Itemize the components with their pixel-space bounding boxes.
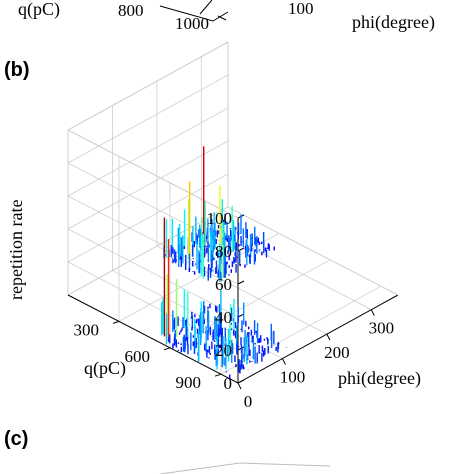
q-tick-mark (214, 373, 222, 377)
z-tick-mark (237, 280, 245, 285)
panel-b-label: (b) (4, 59, 30, 81)
panel-c-fragment (159, 462, 331, 474)
top-tick-800: 800 (118, 1, 144, 20)
grid-line-q-floor (118, 233, 280, 322)
top-phi-label: phi(degree) (352, 12, 435, 33)
box-top-left (67, 129, 239, 219)
z-tick-label: 80 (215, 242, 232, 261)
top-axes-fragment (159, 0, 229, 22)
q-tick-mark (163, 347, 171, 351)
grid-line-z-left (67, 261, 239, 351)
grid-line-z-left (67, 195, 239, 285)
tick-labels: 0 20 40 60 80 100 0 100 200 300 300 600 900 (74, 209, 395, 411)
top-q-label: q(pC) (18, 0, 60, 20)
q-tick-label: 600 (125, 347, 151, 366)
phi-tick-label: 200 (324, 343, 350, 362)
bars-group (161, 146, 288, 379)
top-fragment: q(pC) 800 1000 100 phi(degree) (18, 0, 435, 33)
floor-edge-right (227, 206, 399, 296)
plot-3d-axes (67, 41, 399, 390)
q-tick-label: 300 (74, 320, 100, 339)
phi-tick-mark (326, 333, 331, 341)
axis-q-left (67, 294, 239, 384)
z-tick-label: 20 (215, 341, 232, 360)
phi-tick-label: 100 (280, 368, 306, 387)
grid-line-z-left (67, 228, 239, 318)
q-axis-label: q(pC) (84, 358, 126, 379)
box-top-back (67, 41, 229, 131)
top-tick-1000: 1000 (175, 14, 209, 33)
q-tick-label: 900 (176, 373, 202, 392)
grid-line-phi-floor (201, 221, 372, 311)
z-tick-label: 60 (215, 275, 232, 294)
top-tick-100: 100 (288, 0, 314, 18)
grid-line-z-left (67, 162, 239, 252)
grid-line-phi-floor (112, 270, 283, 359)
phi-axis-label: phi(degree) (338, 368, 421, 389)
q-tick-mark (112, 320, 120, 324)
panel-c-label: (c) (4, 428, 28, 450)
z-tick-mark (237, 247, 245, 252)
phi-tick-label: 300 (369, 319, 395, 338)
phi-tick-label: 0 (244, 392, 253, 411)
z-tick-label: 40 (215, 308, 232, 327)
z-axis-label: repetition rate (6, 200, 26, 300)
z-tick-label: 0 (224, 374, 233, 393)
phi-tick-mark (281, 358, 286, 365)
z-tick-label: 100 (207, 209, 233, 228)
z-tick-mark (237, 379, 245, 384)
grid-line-q-floor (169, 259, 331, 349)
phi-tick-mark (237, 382, 242, 390)
phi-tick-mark (370, 309, 375, 316)
